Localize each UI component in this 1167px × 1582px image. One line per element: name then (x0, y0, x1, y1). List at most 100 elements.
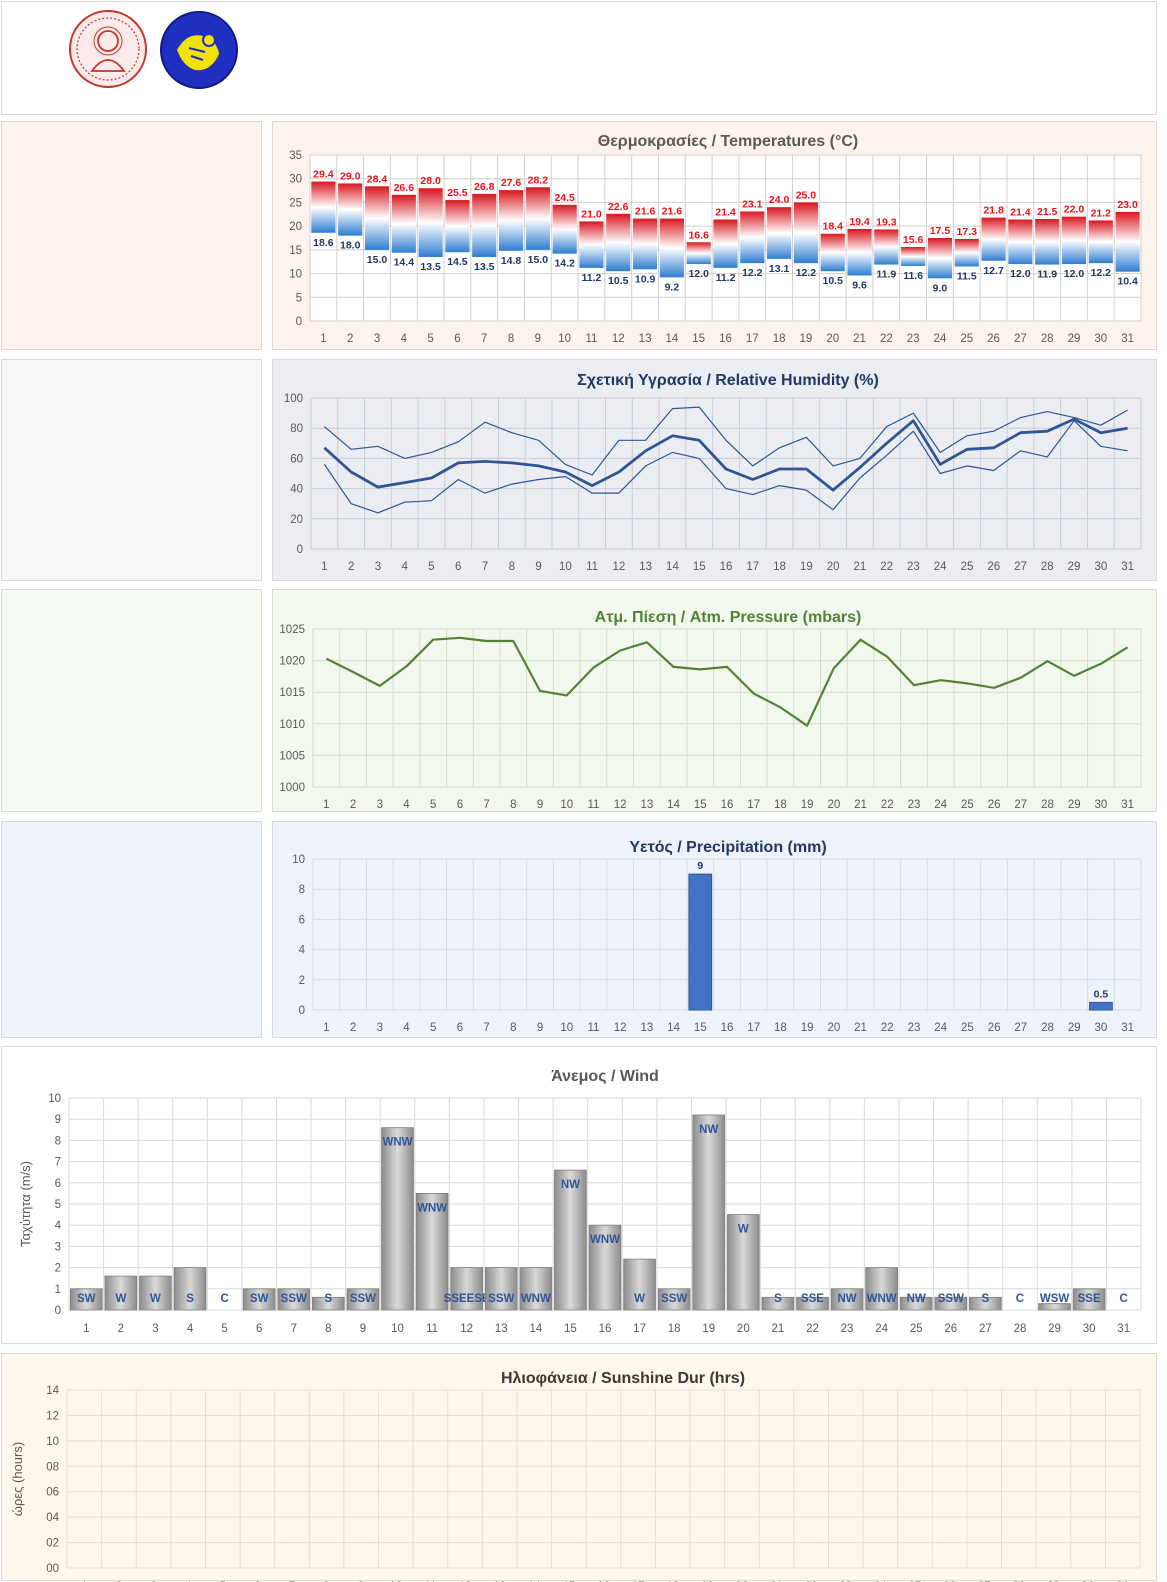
chart-title: Ηλιοφάνεια / Sunshine Dur (hrs) (501, 1370, 745, 1387)
y-tick-label: 0 (296, 316, 302, 328)
temp-high-label: 21.6 (662, 206, 683, 218)
x-tick-label: 26 (944, 1323, 957, 1335)
x-tick-label: 16 (721, 1022, 734, 1034)
temp-low-label: 10.4 (1117, 276, 1138, 288)
x-tick-label: 25 (961, 561, 974, 573)
x-tick-label: 3 (377, 799, 383, 811)
temp-high-label: 26.6 (394, 182, 415, 194)
wind-bar (312, 1296, 345, 1311)
x-tick-label: 8 (509, 561, 515, 573)
wind-direction-label: SSE (801, 1293, 824, 1305)
pressure-chart-panel: 1000 1005 1010 1015 1020 1025 1 2 3 4 5 6 7 8 9 10 11 12 1… (272, 589, 1157, 812)
y-tick-label: 10 (289, 269, 302, 281)
x-tick-label: 30 (1095, 799, 1108, 811)
university-seal-logo (69, 10, 147, 88)
temp-range-bar (525, 187, 550, 250)
temp-high-label: 22.6 (608, 201, 629, 213)
chart-title: Ατμ. Πίεση / Atm. Pressure (mbars) (595, 609, 862, 626)
x-tick-label: 9 (537, 799, 543, 811)
x-tick-label: 28 (1014, 1323, 1027, 1335)
wind-bar (381, 1127, 414, 1311)
wind-direction-label: W (738, 1224, 749, 1236)
temp-range-bar (686, 242, 711, 265)
x-tick-label: 13 (639, 333, 652, 345)
humidity-chart-panel: 0 20 40 60 80 100 1 2 3 4 5 6 7 8 9 10 11 12 13 14 15 16 17 18 1… (272, 359, 1157, 581)
temp-low-label: 12.2 (742, 267, 763, 279)
x-tick-label: 22 (881, 1022, 894, 1034)
wind-bar (727, 1214, 760, 1311)
wind-bar (657, 1288, 691, 1311)
temp-low-label: 11.9 (876, 269, 896, 281)
x-tick-label: 8 (510, 1022, 516, 1034)
x-tick-label: 6 (457, 799, 463, 811)
wind-bar (830, 1288, 864, 1311)
precip-bar (1089, 1001, 1113, 1011)
x-tick-label: 8 (510, 799, 516, 811)
temp-low-label: 14.8 (501, 255, 522, 267)
temp-low-label: 14.2 (554, 258, 575, 270)
temp-range-bar (633, 218, 658, 270)
wind-direction-label: WNW (867, 1293, 897, 1305)
x-tick-label: 18 (668, 1323, 681, 1335)
wind-direction-label: SW (250, 1293, 269, 1305)
temp-range-bar (1035, 219, 1060, 265)
x-tick-label: 30 (1094, 561, 1107, 573)
y-tick-label: 1025 (279, 624, 305, 636)
x-tick-label: 7 (483, 1022, 489, 1034)
temp-range-bar (1115, 211, 1140, 272)
x-tick-label: 28 (1041, 561, 1054, 573)
x-tick-label: 24 (934, 333, 947, 345)
x-tick-label: 16 (720, 561, 733, 573)
x-tick-label: 16 (721, 799, 734, 811)
wind-direction-label: WNW (521, 1293, 551, 1305)
chart-title: Σχετική Υγρασία / Relative Humidity (%) (577, 372, 879, 389)
x-tick-label: 1 (83, 1323, 89, 1335)
wind-direction-label: SSW (661, 1293, 687, 1305)
temp-range-bar (498, 190, 524, 251)
y-tick-label: 10 (46, 1436, 59, 1448)
wind-bar (554, 1169, 587, 1311)
wind-direction-label: C (1120, 1293, 1128, 1305)
temp-low-label: 12.2 (796, 267, 817, 279)
y-tick-label: 0 (299, 1005, 305, 1017)
x-tick-label: 12 (614, 1022, 627, 1034)
x-tick-label: 31 (1117, 1323, 1130, 1335)
temp-high-label: 29.0 (340, 170, 361, 182)
humidity-max-line (324, 406, 1128, 476)
wind-bar (1072, 1288, 1106, 1311)
temp-low-label: 11.2 (716, 272, 736, 284)
x-tick-label: 7 (291, 1323, 297, 1335)
x-tick-label: 26 (988, 799, 1001, 811)
x-tick-label: 11 (586, 561, 598, 573)
x-tick-label: 31 (1121, 799, 1134, 811)
x-tick-label: 15 (694, 799, 707, 811)
temp-range-bar (391, 194, 416, 253)
humidity-side-panel (1, 359, 262, 581)
x-tick-label: 19 (702, 1323, 715, 1335)
x-tick-label: 11 (587, 799, 599, 811)
temp-high-label: 26.8 (474, 181, 495, 193)
x-tick-label: 2 (118, 1323, 124, 1335)
x-tick-label: 8 (508, 333, 514, 345)
sunshine-chart: 0002040608101214123456789101112131415161… (10, 1370, 1141, 1582)
temp-high-label: 22.0 (1064, 204, 1085, 216)
y-tick-label: 8 (299, 884, 305, 896)
x-tick-label: 5 (428, 561, 434, 573)
precip-value-label: 0.5 (1094, 988, 1109, 1000)
y-tick-label: 10 (48, 1093, 61, 1105)
temp-range-bar (1061, 216, 1087, 265)
temp-low-label: 14.4 (394, 257, 415, 269)
x-tick-label: 24 (934, 561, 947, 573)
precip-value-label: 9 (697, 860, 703, 872)
wind-direction-label: WNW (417, 1202, 447, 1214)
x-tick-label: 6 (454, 333, 460, 345)
temp-low-label: 12.0 (1010, 268, 1031, 280)
y-tick-label: 3 (55, 1241, 61, 1253)
precipitation-side-panel (1, 821, 262, 1038)
x-tick-label: 13 (495, 1323, 508, 1335)
x-tick-label: 12 (612, 333, 625, 345)
x-tick-label: 7 (483, 799, 489, 811)
